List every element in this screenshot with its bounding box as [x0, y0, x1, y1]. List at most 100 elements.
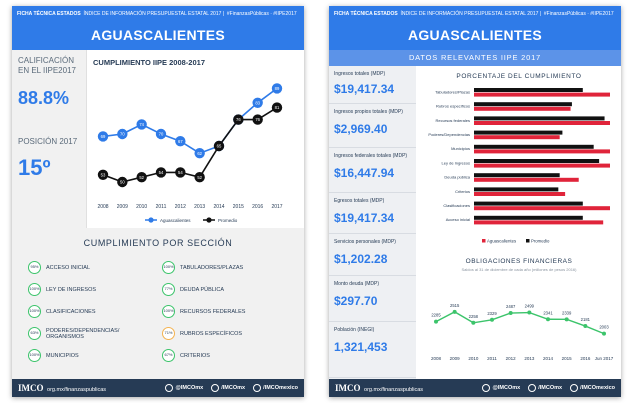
data-point: [97, 131, 109, 142]
fin-chart-title: OBLIGACIONES FINANCIERAS: [465, 258, 573, 265]
x-tick-label: 2014: [543, 356, 554, 361]
section-badge: 95%: [28, 261, 41, 274]
stat-label: Monto deuda (MDP): [334, 281, 380, 287]
data-label: 83: [255, 100, 260, 105]
stat-block: Egresos totales (MDP) $19,417.34: [329, 193, 416, 234]
x-tick-label: 2009: [117, 204, 128, 210]
data-point: [117, 128, 128, 140]
x-tick-label: 2010: [136, 204, 147, 210]
twitter-icon: [164, 383, 173, 392]
stat-block: Ingresos totales (MDP) $19,417.34: [329, 66, 416, 104]
score-panel: CALIFICACIÓN EN EL IIPE2017 88.8% POSICI…: [12, 50, 87, 228]
top-bar: FICHA TÉCNICA ESTADOS ÍNDICE DE INFORMAC…: [329, 6, 621, 22]
twitter-link[interactable]: @IMCOmx: [481, 383, 520, 392]
facebook-link[interactable]: /IMCOmx: [527, 383, 562, 392]
stat-block: Monto deuda (MDP) $297.70: [329, 276, 416, 322]
data-label: 52: [197, 175, 202, 180]
series-line-1: [102, 106, 278, 183]
data-point: [194, 172, 205, 183]
instagram-link[interactable]: /IMCOmexico: [252, 383, 298, 392]
stat-value: $1,202.28: [334, 251, 388, 266]
header-subtitle: ÍNDICE DE INFORMACIÓN PRESUPUESTAL ESTAT…: [83, 11, 222, 17]
header-tag: FICHA TÉCNICA ESTADOS: [334, 11, 398, 17]
stat-label: Servicios personales (MDP): [334, 239, 396, 245]
facebook-link[interactable]: /IMCOmx: [210, 383, 245, 392]
legend-swatch: [482, 239, 486, 243]
facebook-icon: [527, 383, 536, 392]
section-item: 100% TABULADORES/PLAZAS: [162, 261, 287, 274]
section-item: 71% RUBROS ESPECÍFICOS: [162, 327, 287, 340]
section-label: TABULADORES/PLAZAS: [180, 264, 244, 271]
data-label: 52: [139, 175, 144, 180]
section-badge: 77%: [162, 283, 175, 296]
bar-promedio: [474, 130, 563, 135]
section-item: 63% PODERES/DEPENDENCIAS/ ORGANISMOS: [28, 327, 153, 340]
top-bar: FICHA TÉCNICA ESTADOS ÍNDICE DE INFORMAC…: [12, 6, 304, 22]
data-point: [175, 136, 186, 147]
bar-aguascalientes: [474, 177, 579, 182]
legend-swatch: [526, 239, 530, 243]
debt-point: [508, 311, 513, 316]
stat-label: Ingresos federales totales (MDP): [334, 153, 408, 159]
section-badge: 100%: [28, 283, 41, 296]
bar-aguascalientes: [474, 206, 610, 211]
section-label: CLASIFICACIONES: [46, 308, 96, 315]
data-point: [155, 128, 167, 140]
debt-value-label: 2341: [543, 310, 553, 315]
series-line-0: [102, 87, 278, 155]
cumplimiento-chart-title: CUMPLIMIENTO IIPE 2008-2017: [93, 58, 205, 67]
bar-category-label: Criterios: [455, 189, 470, 194]
section-badge: 67%: [162, 349, 175, 362]
bar-promedio: [474, 201, 583, 206]
data-point: [252, 114, 263, 125]
legend-marker: [206, 217, 212, 223]
debt-point: [434, 319, 438, 324]
twitter-link[interactable]: @IMCOmx: [164, 383, 203, 392]
instagram-icon: [252, 383, 261, 392]
header-tag: FICHA TÉCNICA ESTADOS: [17, 11, 81, 17]
data-point: [233, 114, 244, 125]
header-hashtag: #FinanzasPúblicas · #IIPE2017: [226, 11, 297, 17]
section-label: CRITERIOS: [180, 352, 210, 359]
pct-chart-title: PORCENTAJE DEL CUMPLIMIENTO: [456, 73, 582, 80]
data-point: [136, 119, 147, 130]
section-item: 100% MUNICIPIOS: [28, 349, 153, 362]
debt-point: [602, 331, 606, 336]
imco-logo: IMCO: [18, 383, 44, 393]
x-tick-label: 2016: [252, 204, 263, 210]
ficha-page-2: FICHA TÉCNICA ESTADOS ÍNDICE DE INFORMAC…: [329, 6, 621, 397]
section-label: DEUDA PÚBLICA: [180, 286, 225, 293]
data-label: 62: [197, 151, 202, 156]
bar-category-label: Recursos federales: [436, 118, 470, 123]
bar-promedio: [474, 173, 560, 178]
stat-block: Ingresos propios totales (MDP) $2,969.40: [329, 104, 416, 148]
x-tick-label: 2014: [213, 204, 224, 210]
section-badge: 100%: [28, 305, 41, 318]
footer-url[interactable]: org.mx/finanzaspublicas: [364, 387, 424, 393]
data-point: [252, 97, 263, 108]
x-tick-label: 2015: [562, 356, 573, 361]
stat-label: Población (INEGI): [334, 327, 375, 333]
stat-value: $297.70: [334, 293, 378, 308]
data-label: 70: [120, 132, 125, 137]
section-item: 100% RECURSOS FEDERALES: [162, 305, 287, 318]
bar-aguascalientes: [474, 92, 610, 97]
section-compliance: CUMPLIMIENTO POR SECCIÓN 95% ACCESO INICI…: [12, 228, 304, 379]
data-point: [136, 172, 147, 183]
footer-url[interactable]: org.mx/finanzaspublicas: [47, 387, 107, 393]
bar-aguascalientes: [474, 106, 571, 111]
data-point: [155, 167, 167, 178]
debt-value-label: 2285: [431, 313, 441, 318]
section-label: LEY DE INGRESOS: [46, 286, 97, 293]
instagram-icon: [569, 383, 578, 392]
bar-aguascalientes: [474, 121, 610, 125]
bar-promedio: [474, 215, 583, 220]
stat-block: Servicios personales (MDP) $1,202.28: [329, 234, 416, 276]
instagram-link[interactable]: /IMCOmexico: [569, 383, 615, 392]
section-badge: 100%: [162, 261, 175, 274]
section-title: CUMPLIMIENTO POR SECCIÓN: [83, 238, 233, 248]
debt-line: [435, 311, 605, 335]
data-point: [97, 169, 109, 180]
x-tick-label: 2012: [506, 356, 517, 361]
section-label: ACCESO INICIAL: [46, 264, 91, 271]
